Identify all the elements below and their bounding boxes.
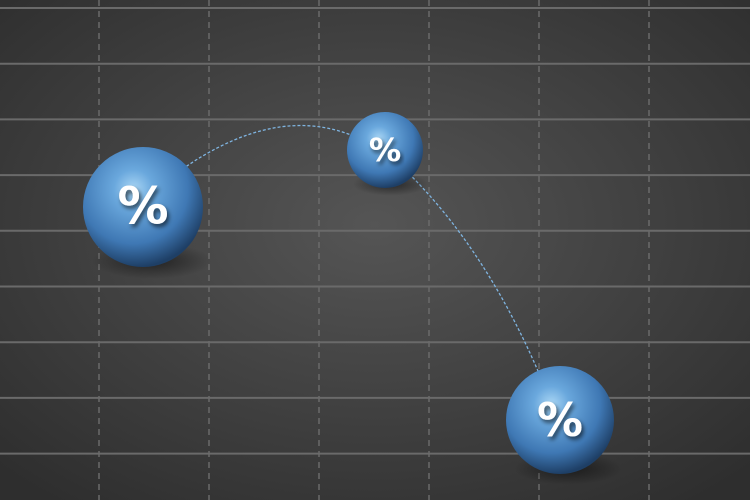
percent-sphere-medium: % <box>506 366 623 485</box>
sphere-body <box>83 147 203 267</box>
percent-symbol: % <box>117 178 168 237</box>
percent-symbol: % <box>537 393 583 447</box>
sphere-body <box>347 112 423 188</box>
percent-symbol: % <box>369 131 401 169</box>
percent-sphere-small: % <box>347 112 429 196</box>
sphere-body <box>506 366 614 474</box>
percent-sphere-large: % <box>83 147 212 279</box>
